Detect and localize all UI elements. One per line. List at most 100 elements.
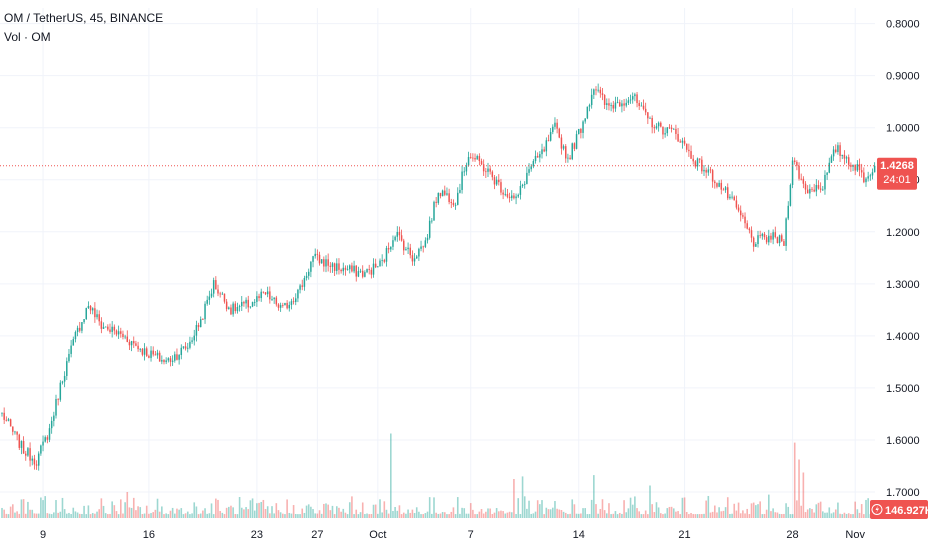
volume-bar (748, 514, 751, 518)
candle (523, 181, 526, 189)
volume-bar (625, 512, 628, 518)
volume-legend[interactable]: Vol · OM (4, 30, 51, 44)
candle (22, 436, 25, 454)
volume-bar (310, 506, 312, 518)
volume-bar (744, 513, 746, 518)
volume-bar (757, 504, 759, 518)
candle (536, 152, 539, 158)
volume-bar (366, 513, 368, 518)
candle (400, 229, 403, 242)
volume-bar (314, 513, 316, 518)
candle (422, 245, 424, 253)
volume-bar (199, 513, 202, 518)
candle (379, 258, 381, 267)
volume-bar (480, 509, 483, 518)
volume-bar (31, 509, 34, 518)
volume-bar (370, 514, 373, 518)
candle (660, 121, 662, 128)
candle (76, 325, 79, 337)
candle (150, 346, 152, 362)
volume-bar (785, 503, 787, 518)
candle (361, 265, 364, 279)
volume-bar (737, 502, 740, 518)
candle (830, 154, 833, 163)
volume-bar (474, 514, 476, 518)
candle (478, 153, 481, 166)
candle (588, 103, 591, 112)
candle (593, 88, 595, 99)
volume-bar (545, 507, 548, 518)
volume-bar (297, 514, 299, 518)
symbol-title[interactable]: OM / TetherUS, 45, BINANCE (4, 11, 164, 25)
volume-bar (385, 509, 388, 518)
candle (89, 304, 92, 315)
volume-bar (115, 511, 118, 518)
candle (223, 293, 226, 304)
volume-bar (35, 513, 38, 518)
price-axis[interactable]: 1.70001.60001.50001.40001.30001.20001.10… (886, 19, 920, 499)
candle (70, 340, 72, 358)
candle (560, 134, 563, 155)
candle (826, 172, 828, 180)
candle (811, 186, 813, 193)
volume-bar (279, 512, 282, 518)
volume-bar (420, 514, 422, 518)
volume-bar (759, 501, 761, 518)
volume-bar (564, 512, 567, 518)
volume-bar (692, 514, 694, 518)
volume-bar (12, 504, 14, 518)
candle (407, 242, 409, 255)
volume-bar (256, 503, 258, 518)
volume-bar (307, 504, 310, 518)
candle (582, 120, 584, 139)
volume-bar (811, 508, 813, 518)
volume-bar (822, 511, 824, 518)
candle (798, 162, 800, 181)
volume-bar (800, 505, 802, 518)
candle (81, 321, 83, 334)
volume-bar (774, 512, 777, 518)
volume-bar (154, 509, 157, 518)
volume-bar (230, 505, 232, 518)
candle (562, 144, 565, 151)
volume-bar (634, 496, 636, 518)
candle (91, 307, 94, 315)
volume-bar (465, 513, 468, 518)
candle (161, 355, 163, 365)
candle (374, 258, 377, 269)
candle (282, 302, 284, 308)
candle (154, 351, 157, 356)
volume-bar (288, 512, 291, 518)
volume-bar (696, 514, 699, 518)
volume-bar (590, 499, 593, 518)
candle (722, 187, 725, 191)
volume-bar (351, 496, 353, 518)
volume-bar (610, 514, 612, 518)
volume-bar (858, 512, 861, 518)
candle (575, 130, 578, 150)
candle (441, 189, 444, 197)
candle (837, 142, 839, 155)
volume-bar (55, 500, 57, 518)
volume-bar (534, 511, 537, 518)
candle (109, 323, 111, 334)
volume-bar (98, 509, 100, 518)
candle (351, 262, 353, 273)
volume-bar (513, 479, 515, 518)
candle (532, 159, 535, 169)
volume-bar (446, 514, 448, 518)
volume-bar (649, 485, 651, 518)
volume-bar (323, 503, 325, 518)
volume-bar (694, 514, 697, 518)
candle (457, 187, 459, 206)
time-axis[interactable]: 9 16 23 27 Oct 7 14 21 28 Nov (40, 529, 866, 541)
volume-bar (83, 505, 85, 518)
volume-bar (68, 512, 70, 518)
candle (139, 348, 141, 353)
candle (271, 295, 273, 301)
volume-bar (796, 500, 798, 518)
candle (241, 296, 243, 311)
volume-bar (454, 514, 457, 518)
